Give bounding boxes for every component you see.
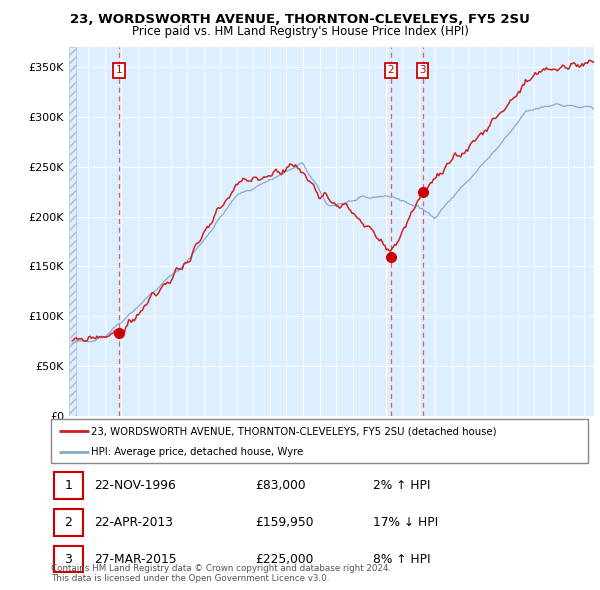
Text: 2: 2 — [65, 516, 73, 529]
Text: 23, WORDSWORTH AVENUE, THORNTON-CLEVELEYS, FY5 2SU: 23, WORDSWORTH AVENUE, THORNTON-CLEVELEY… — [70, 13, 530, 26]
Text: 1: 1 — [65, 479, 73, 493]
Bar — [53, 473, 83, 499]
Bar — [53, 546, 83, 572]
Text: 2: 2 — [388, 65, 394, 75]
Text: £159,950: £159,950 — [255, 516, 314, 529]
Text: 3: 3 — [65, 552, 73, 566]
Text: 3: 3 — [419, 65, 426, 75]
Text: Contains HM Land Registry data © Crown copyright and database right 2024.
This d: Contains HM Land Registry data © Crown c… — [51, 563, 391, 583]
Text: 27-MAR-2015: 27-MAR-2015 — [94, 552, 176, 566]
Bar — [53, 509, 83, 536]
Text: 22-APR-2013: 22-APR-2013 — [94, 516, 173, 529]
Text: £83,000: £83,000 — [255, 479, 305, 493]
Text: 17% ↓ HPI: 17% ↓ HPI — [373, 516, 439, 529]
Text: 22-NOV-1996: 22-NOV-1996 — [94, 479, 176, 493]
Text: HPI: Average price, detached house, Wyre: HPI: Average price, detached house, Wyre — [91, 447, 304, 457]
Text: £225,000: £225,000 — [255, 552, 313, 566]
Text: Price paid vs. HM Land Registry's House Price Index (HPI): Price paid vs. HM Land Registry's House … — [131, 25, 469, 38]
Text: 8% ↑ HPI: 8% ↑ HPI — [373, 552, 431, 566]
Text: 1: 1 — [116, 65, 122, 75]
Text: 2% ↑ HPI: 2% ↑ HPI — [373, 479, 431, 493]
Text: 23, WORDSWORTH AVENUE, THORNTON-CLEVELEYS, FY5 2SU (detached house): 23, WORDSWORTH AVENUE, THORNTON-CLEVELEY… — [91, 427, 497, 436]
